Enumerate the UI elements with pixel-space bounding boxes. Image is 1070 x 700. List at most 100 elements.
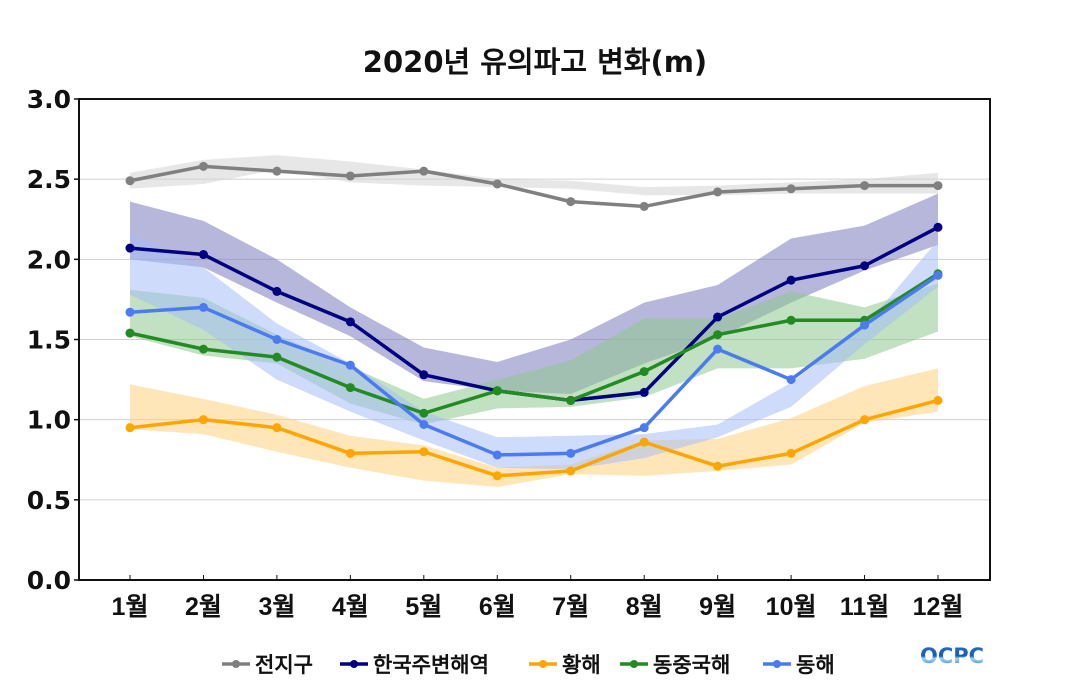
data-point xyxy=(345,448,355,458)
legend-item: 동해 xyxy=(763,653,835,677)
data-point xyxy=(272,335,282,344)
series-line-4 xyxy=(129,273,939,457)
data-point xyxy=(639,367,649,377)
legend-marker xyxy=(630,660,638,668)
legend: 전지구 한국주변해역 황해 동중국해 동해 xyxy=(222,653,835,677)
x-tick-label: 12월 xyxy=(913,593,964,621)
data-point xyxy=(566,466,576,476)
x-tick-label: 5월 xyxy=(405,593,442,621)
data-point xyxy=(786,275,796,285)
legend-marker xyxy=(350,660,358,668)
data-point xyxy=(786,448,796,458)
data-point xyxy=(272,166,282,176)
data-point xyxy=(713,187,723,197)
legend-item: 전지구 xyxy=(222,653,313,677)
band-4 xyxy=(130,233,938,470)
data-point xyxy=(933,181,943,191)
x-tick-label: 1월 xyxy=(112,593,149,621)
band-2 xyxy=(130,368,938,488)
data-point xyxy=(492,179,502,189)
data-point xyxy=(860,415,870,425)
data-point xyxy=(125,307,135,317)
series-lines xyxy=(125,161,943,481)
band-1 xyxy=(130,193,938,395)
legend-label: 동해 xyxy=(796,653,835,677)
data-point xyxy=(198,302,208,312)
x-tick-label: 7월 xyxy=(552,593,589,621)
data-point xyxy=(492,471,502,481)
legend-marker xyxy=(539,660,547,668)
series-line-0 xyxy=(129,164,938,209)
data-point xyxy=(639,437,649,447)
x-tick-label: 3월 xyxy=(258,593,295,621)
data-point xyxy=(713,461,723,471)
data-point xyxy=(566,197,576,207)
data-point xyxy=(272,352,282,362)
data-point xyxy=(860,181,870,191)
data-point xyxy=(713,330,723,340)
data-point xyxy=(345,360,355,370)
data-point xyxy=(566,448,576,458)
legend-label: 한국주변해역 xyxy=(373,653,489,677)
x-tick-label: 8월 xyxy=(626,593,663,621)
band-0 xyxy=(130,155,938,196)
data-point xyxy=(345,317,355,327)
data-point xyxy=(272,286,282,296)
data-point xyxy=(419,408,429,418)
chart-title: 2020년 유의파고 변화(m) xyxy=(363,45,707,79)
y-tick-label: 2.5 xyxy=(27,165,71,194)
data-point xyxy=(125,423,135,433)
y-tick-label: 0.5 xyxy=(27,486,71,515)
data-point xyxy=(419,370,429,380)
data-point xyxy=(639,201,649,211)
data-point xyxy=(198,250,208,260)
data-point xyxy=(198,344,208,354)
legend-label: 동중국해 xyxy=(653,653,730,677)
data-point xyxy=(492,386,502,396)
data-point xyxy=(933,395,943,405)
data-point xyxy=(125,243,135,253)
y-axis: 0.0 0.5 1.0 1.5 2.0 2.5 3.0 xyxy=(27,85,79,595)
data-point xyxy=(713,312,723,322)
legend-marker xyxy=(232,660,240,668)
data-point xyxy=(860,320,870,330)
data-point xyxy=(860,261,870,271)
data-point xyxy=(272,423,282,433)
legend-item: 한국주변해역 xyxy=(340,653,489,677)
data-point xyxy=(786,315,796,325)
x-tick-label: 4월 xyxy=(332,593,369,621)
data-point xyxy=(566,395,576,405)
data-point xyxy=(492,450,502,460)
data-point xyxy=(639,387,649,397)
legend-item: 동중국해 xyxy=(620,653,730,677)
x-tick-label: 2월 xyxy=(185,593,222,621)
y-tick-label: 1.0 xyxy=(27,406,71,435)
data-point xyxy=(125,328,135,338)
legend-label: 황해 xyxy=(562,653,601,677)
data-point xyxy=(419,166,429,176)
y-tick-label: 0.0 xyxy=(27,566,71,595)
series-line-3 xyxy=(129,272,939,416)
data-point xyxy=(639,423,649,433)
ocpc-logo: OCPC xyxy=(920,644,985,668)
legend-marker xyxy=(773,660,781,668)
data-point xyxy=(198,161,208,171)
x-tick-label: 11월 xyxy=(840,593,889,621)
data-point xyxy=(125,176,135,186)
data-point xyxy=(933,222,943,232)
legend-label: 전지구 xyxy=(255,653,313,677)
x-axis: 1월 2월 3월 4월 5월 6월 7월 8월 9월 10월 11월 12월 xyxy=(112,575,964,621)
bands xyxy=(130,155,938,488)
y-tick-label: 2.0 xyxy=(27,245,71,274)
y-tick-label: 1.5 xyxy=(27,326,71,355)
legend-item: 황해 xyxy=(529,653,601,677)
y-tick-label: 3.0 xyxy=(27,85,71,114)
data-point xyxy=(786,184,796,194)
series-line-2 xyxy=(129,398,939,478)
data-point xyxy=(419,447,429,457)
data-point xyxy=(786,375,796,385)
data-point xyxy=(198,415,208,425)
data-point xyxy=(419,419,429,429)
x-tick-label: 10월 xyxy=(766,593,817,621)
data-point xyxy=(933,270,943,280)
